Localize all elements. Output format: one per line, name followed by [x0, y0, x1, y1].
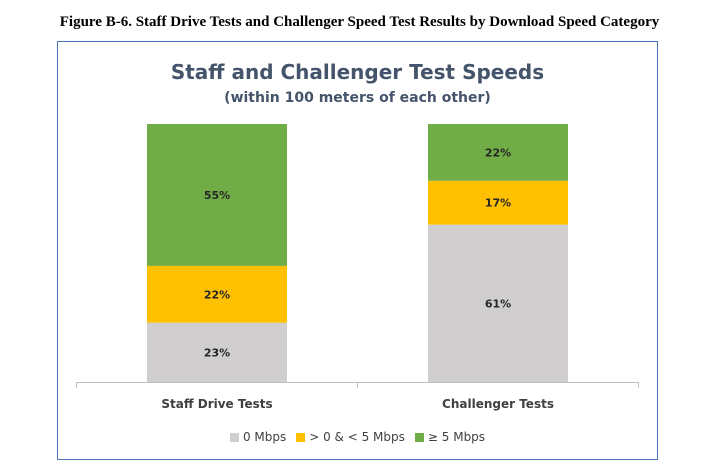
- legend-label: 0 Mbps: [242, 430, 287, 444]
- legend-entry: ≥ 5 Mbps: [414, 430, 486, 444]
- legend-swatch: [296, 433, 306, 442]
- bar-segment: [428, 224, 568, 382]
- data-label: 17%: [485, 197, 511, 210]
- chart-plot: 23% 22% 55% Staff Drive Tests 61% 17% 22% Chall…: [76, 124, 639, 411]
- chart-subtitle: (within 100 meters of each other): [224, 90, 491, 106]
- bar-segment: [428, 124, 568, 181]
- data-label: 61%: [485, 297, 511, 310]
- data-label: 23%: [204, 346, 230, 359]
- legend-label: > 0 & < 5 Mbps: [309, 430, 405, 444]
- bar-segment: [147, 322, 287, 382]
- bar-segment: [147, 124, 287, 266]
- x-tick-label: Staff Drive Tests: [161, 397, 272, 411]
- bar-segment: [428, 180, 568, 225]
- data-label: 22%: [204, 288, 230, 301]
- legend-label: ≥ 5 Mbps: [427, 430, 486, 444]
- legend-swatch: [414, 433, 424, 442]
- chart-legend: 0 Mbps > 0 & < 5 Mbps ≥ 5 Mbps: [58, 430, 657, 444]
- x-tick-label: Challenger Tests: [442, 397, 554, 411]
- figure-caption: Figure B-6. Staff Drive Tests and Challe…: [59, 14, 660, 30]
- legend-entry: > 0 & < 5 Mbps: [296, 430, 405, 444]
- chart-title: Staff and Challenger Test Speeds: [170, 60, 545, 84]
- legend-entry: 0 Mbps: [229, 430, 287, 444]
- bar-segment: [147, 265, 287, 323]
- data-label: 22%: [485, 146, 511, 159]
- data-label: 55%: [204, 189, 230, 202]
- chart-frame: Staff and Challenger Test Speeds (within…: [57, 41, 658, 460]
- legend-swatch: [229, 433, 239, 442]
